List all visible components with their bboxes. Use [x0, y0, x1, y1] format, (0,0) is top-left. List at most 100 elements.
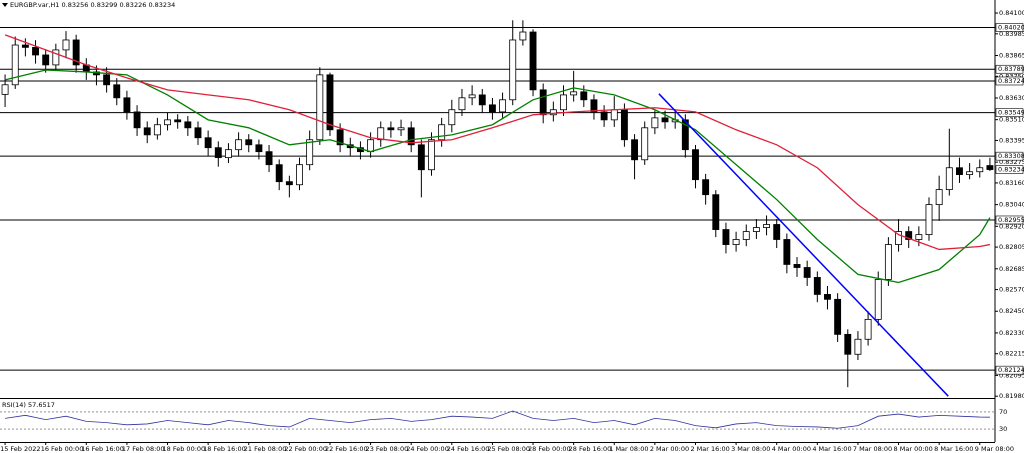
y-tick-label: 0.82570 [999, 286, 1024, 294]
y-tick-label: 0.83865 [999, 52, 1024, 60]
level-label: 0.83308 [998, 152, 1024, 160]
y-tick-label: 0.82095 [999, 371, 1024, 379]
candle-body [458, 97, 466, 111]
candle-body [509, 39, 517, 101]
candle-body [803, 267, 811, 278]
y-tick-label: 0.82805 [999, 243, 1024, 251]
y-tick-label: 0.83040 [999, 201, 1024, 209]
level-label-box [995, 76, 1024, 86]
x-tick-label: 8 Mar 16:00 [934, 445, 973, 453]
level-label: 0.84020 [998, 23, 1024, 31]
last-high: 0.83299 [91, 1, 118, 9]
x-tick-label: 16 Feb 00:00 [41, 445, 84, 453]
rsi-tick-label: 30 [999, 425, 1007, 433]
candle-body [367, 139, 375, 153]
x-tick-label: 8 Mar 00:00 [894, 445, 933, 453]
candle-body [895, 231, 902, 245]
candle-body [214, 147, 222, 159]
candle-body [813, 277, 821, 295]
candle-body [468, 94, 476, 99]
candle-body [224, 149, 232, 159]
candle-body [184, 121, 192, 129]
level-label: 0.83549 [998, 109, 1024, 117]
x-tick-label: 18 Feb 16:00 [203, 445, 246, 453]
x-tick-label: 17 Feb 08:00 [122, 445, 165, 453]
candle-body [874, 279, 882, 320]
x-tick-label: 3 Mar 08:00 [731, 445, 770, 453]
candles [1, 20, 994, 388]
x-tick-label: 16 Feb 16:00 [81, 445, 124, 453]
candle-body [62, 39, 70, 51]
x-tick-label: 22 Feb 00:00 [284, 445, 327, 453]
candle-body [1, 84, 9, 95]
candle-body [681, 119, 689, 151]
candle-body [164, 119, 171, 126]
y-tick-label: 0.83750 [999, 72, 1024, 80]
candle-body [610, 109, 618, 121]
candle-body [763, 224, 771, 228]
x-tick-label: 24 Feb 00:00 [406, 445, 449, 453]
candle-body [448, 109, 456, 126]
header-icon [2, 3, 8, 7]
candle-body [285, 181, 293, 186]
candle-body [549, 109, 557, 116]
y-tick-label: 0.82920 [999, 222, 1024, 230]
candle-body [72, 39, 80, 66]
moving-average [4, 69, 991, 284]
x-tick-label: 23 Feb 08:00 [366, 445, 409, 453]
rsi-tick-label: 70 [999, 408, 1007, 416]
candle-body [438, 124, 446, 141]
candle-body [773, 224, 781, 240]
rsi-line [5, 410, 990, 429]
x-tick-label: 1 Mar 08:00 [609, 445, 648, 453]
last-open: 0.83256 [62, 1, 89, 9]
candle-body [712, 194, 720, 230]
candle-body [560, 94, 567, 111]
candle-body [854, 338, 862, 355]
y-tick-label: 0.82685 [999, 265, 1024, 273]
candle-body [11, 44, 19, 86]
x-tick-label: 4 Mar 00:00 [772, 445, 811, 453]
candle-body [417, 144, 425, 171]
candle-body [113, 84, 121, 99]
candle-body [275, 164, 283, 183]
x-tick-label: 4 Mar 16:00 [812, 445, 851, 453]
candle-body [692, 149, 699, 181]
y-tick-label: 0.82215 [999, 350, 1024, 358]
candle-body [783, 239, 791, 265]
x-tick-label: 22 Feb 16:00 [325, 445, 368, 453]
candle-body [42, 54, 50, 66]
candle-body [245, 139, 253, 146]
candle-body [580, 91, 588, 101]
rsi-label: RSI(14) 57.6517 [2, 401, 55, 409]
candle-body [905, 231, 913, 240]
candle-body [32, 46, 39, 56]
candle-body [407, 127, 415, 146]
candle-body [428, 139, 435, 171]
y-tick-label: 0.83985 [999, 30, 1024, 38]
candle-body [590, 99, 598, 113]
candle-body [742, 231, 750, 240]
candle-body [235, 139, 243, 151]
candle-body [935, 189, 943, 206]
level-label: 0.83724 [998, 77, 1024, 85]
candle-body [986, 165, 994, 170]
y-tick-label: 0.83275 [999, 158, 1024, 166]
level-label: 0.82124 [998, 366, 1024, 374]
x-tick-label: 24 Feb 16:00 [447, 445, 490, 453]
candle-body [793, 264, 801, 268]
candle-body [884, 244, 892, 280]
x-tick-label: 2 Mar 16:00 [690, 445, 729, 453]
candle-body [21, 44, 29, 48]
last-low: 0.83226 [119, 1, 146, 9]
current-price-box [995, 165, 1024, 174]
candle-body [174, 119, 182, 123]
rsi-name: RSI(14) [2, 401, 26, 409]
candle-body [326, 74, 334, 131]
candle-body [123, 97, 131, 113]
candle-body [52, 49, 60, 66]
candle-body [194, 127, 202, 139]
chart-title: EURGBP.var,H1 0.83256 0.83299 0.83226 0.… [10, 1, 175, 9]
candle-body [265, 151, 273, 166]
